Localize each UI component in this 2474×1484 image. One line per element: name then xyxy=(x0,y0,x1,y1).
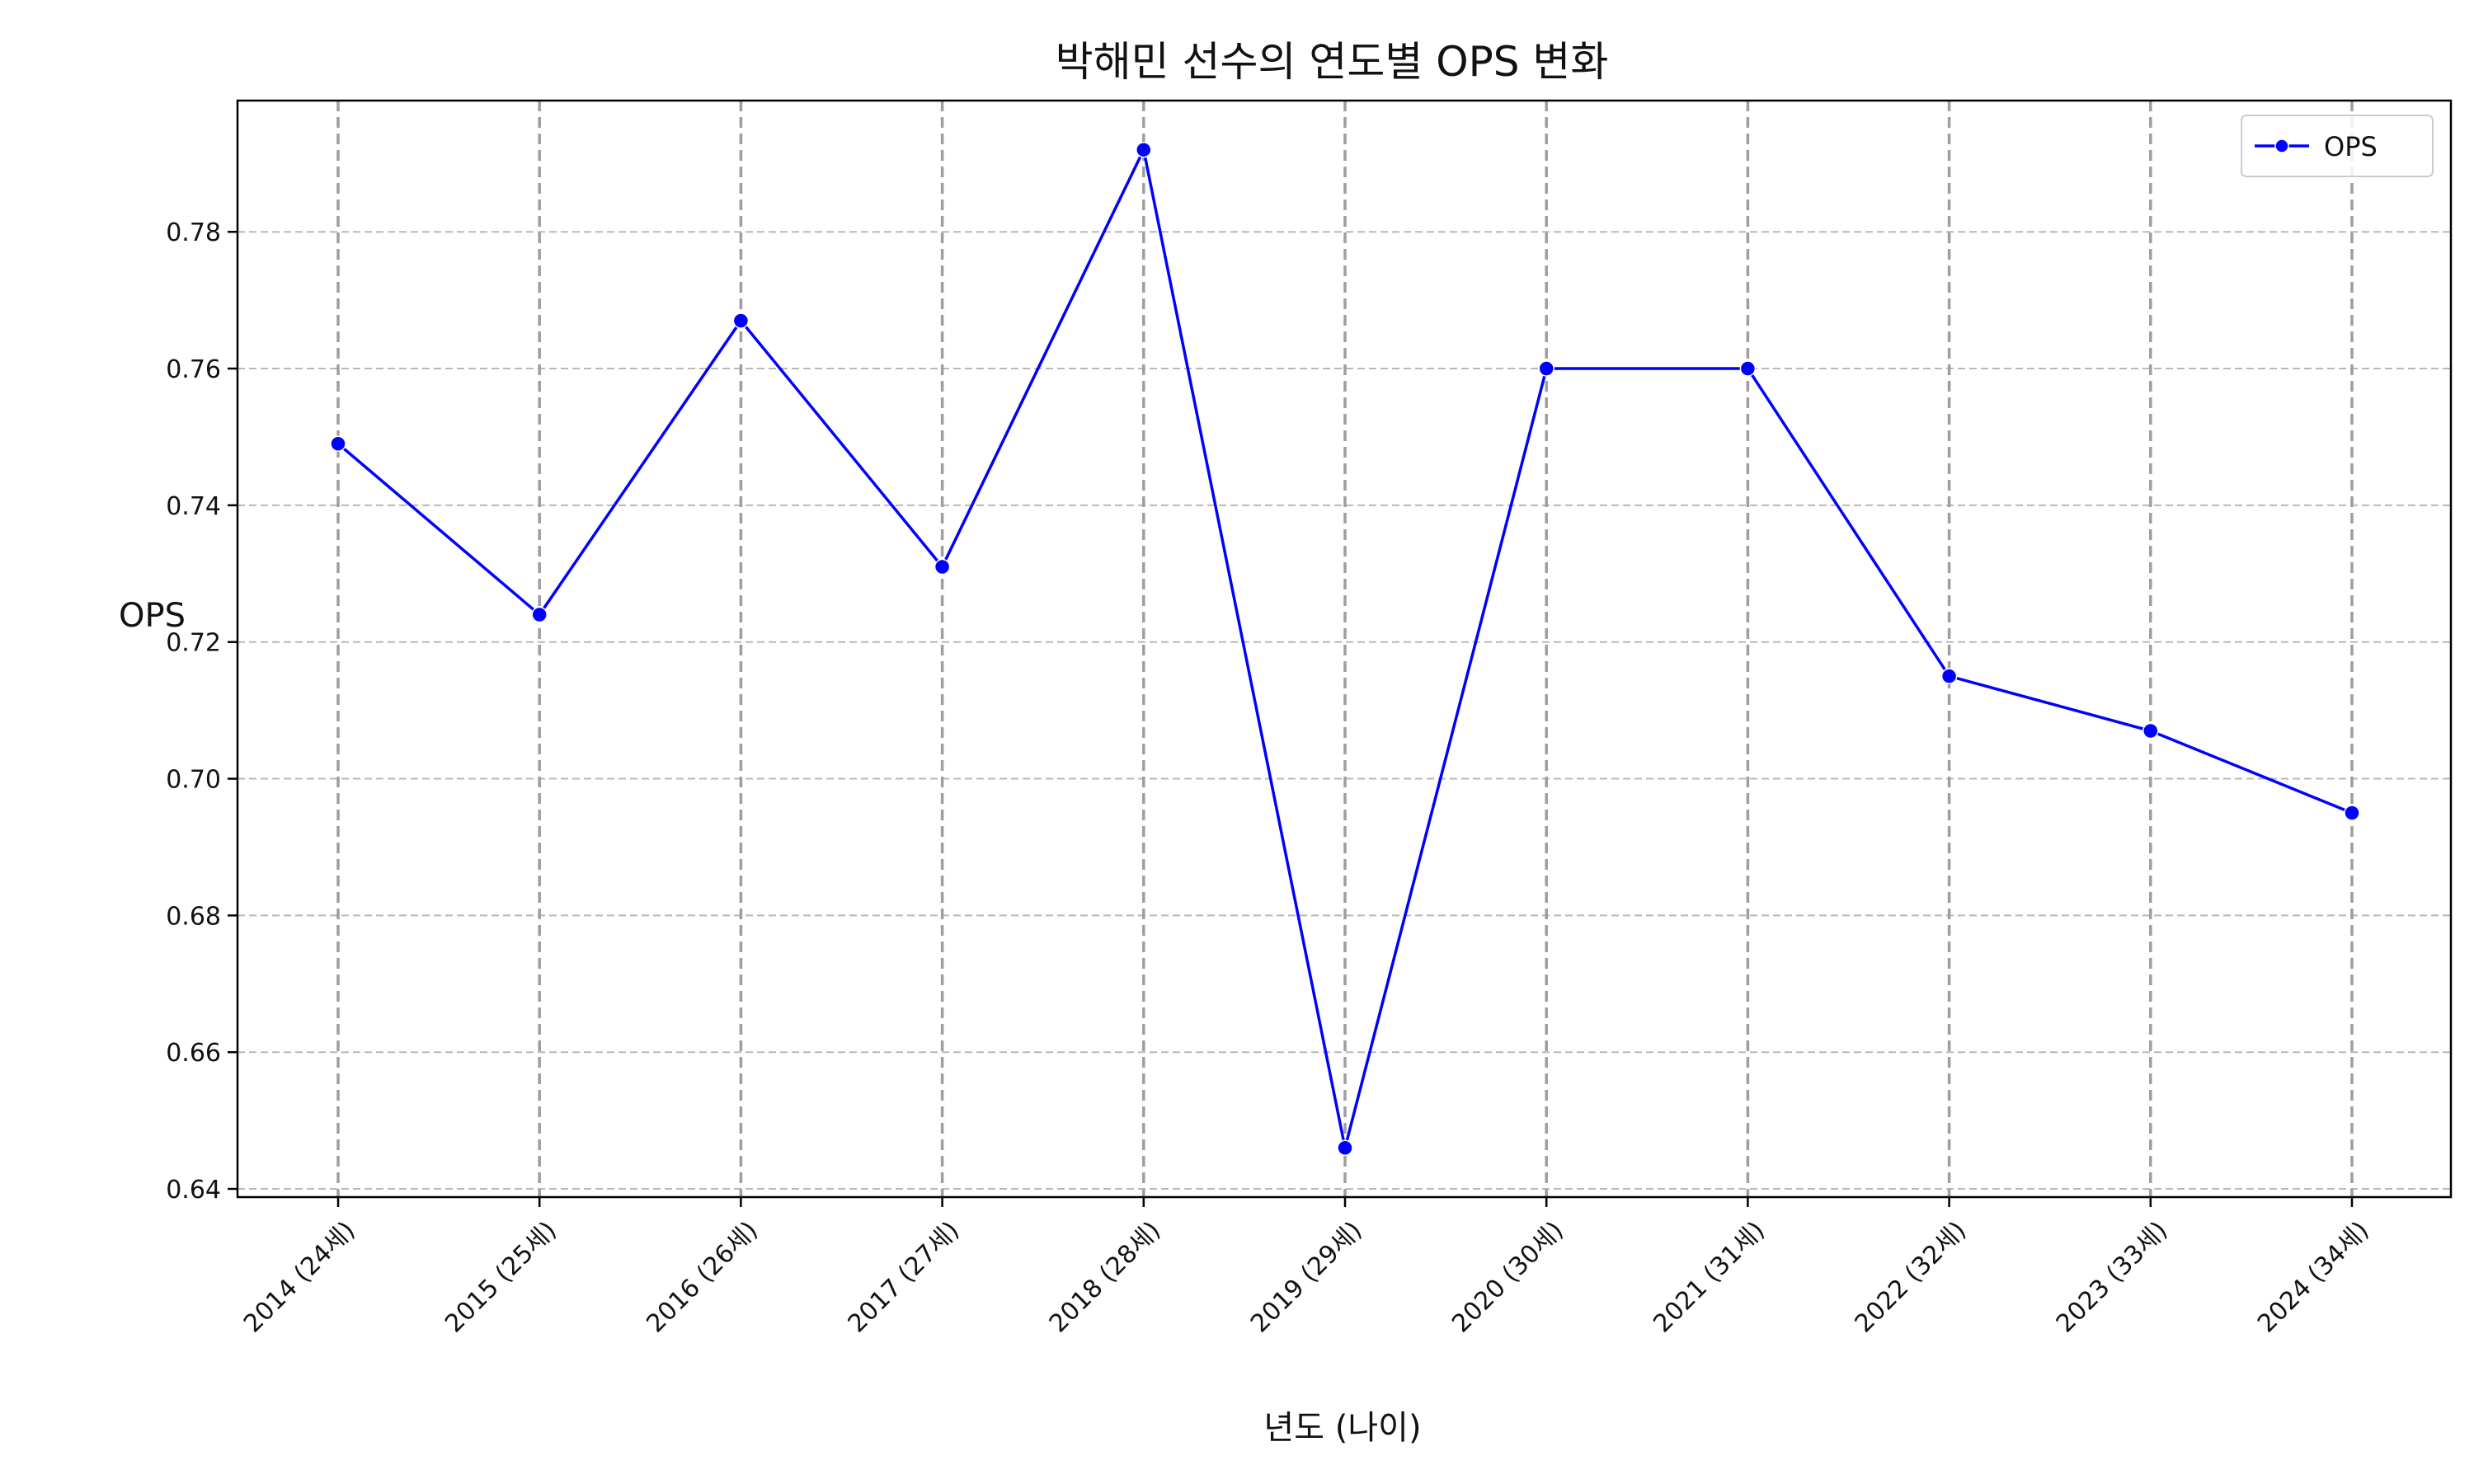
y-tick-label: 0.68 xyxy=(166,902,221,931)
legend-marker-sample xyxy=(2274,139,2289,153)
y-tick-label: 0.66 xyxy=(166,1039,221,1068)
x-axis-title: 년도 (나이) xyxy=(1263,1409,1421,1447)
y-tick-label: 0.78 xyxy=(166,218,221,247)
y-tick-label: 0.76 xyxy=(166,355,221,384)
grid-layer xyxy=(238,101,2451,1197)
legend: OPS xyxy=(2241,115,2434,177)
data-point xyxy=(732,312,750,329)
data-point xyxy=(1739,360,1757,377)
data-point xyxy=(1538,360,1554,377)
y-tick-label: 0.64 xyxy=(166,1176,221,1205)
legend-label-ops: OPS xyxy=(2324,131,2378,162)
y-axis-title: OPS xyxy=(119,597,186,635)
data-point xyxy=(1136,141,1152,158)
data-point xyxy=(1940,668,1958,684)
y-axis: 0.64 0.66 0.68 0.70 0.72 0.74 0.76 0.78 xyxy=(166,218,238,1205)
series-layer xyxy=(330,141,2360,1157)
y-tick-label: 0.72 xyxy=(166,629,221,658)
data-point xyxy=(934,558,951,575)
y-tick-label: 0.74 xyxy=(166,492,221,521)
data-point xyxy=(2142,722,2159,740)
data-point xyxy=(1337,1139,1353,1157)
data-point xyxy=(531,606,548,623)
legend-box xyxy=(2241,115,2434,177)
data-point xyxy=(330,435,346,452)
chart-title: 박해민 선수의 연도별 OPS 변화 xyxy=(1056,38,1609,86)
y-tick-label: 0.70 xyxy=(166,766,221,795)
data-point xyxy=(2344,805,2360,821)
